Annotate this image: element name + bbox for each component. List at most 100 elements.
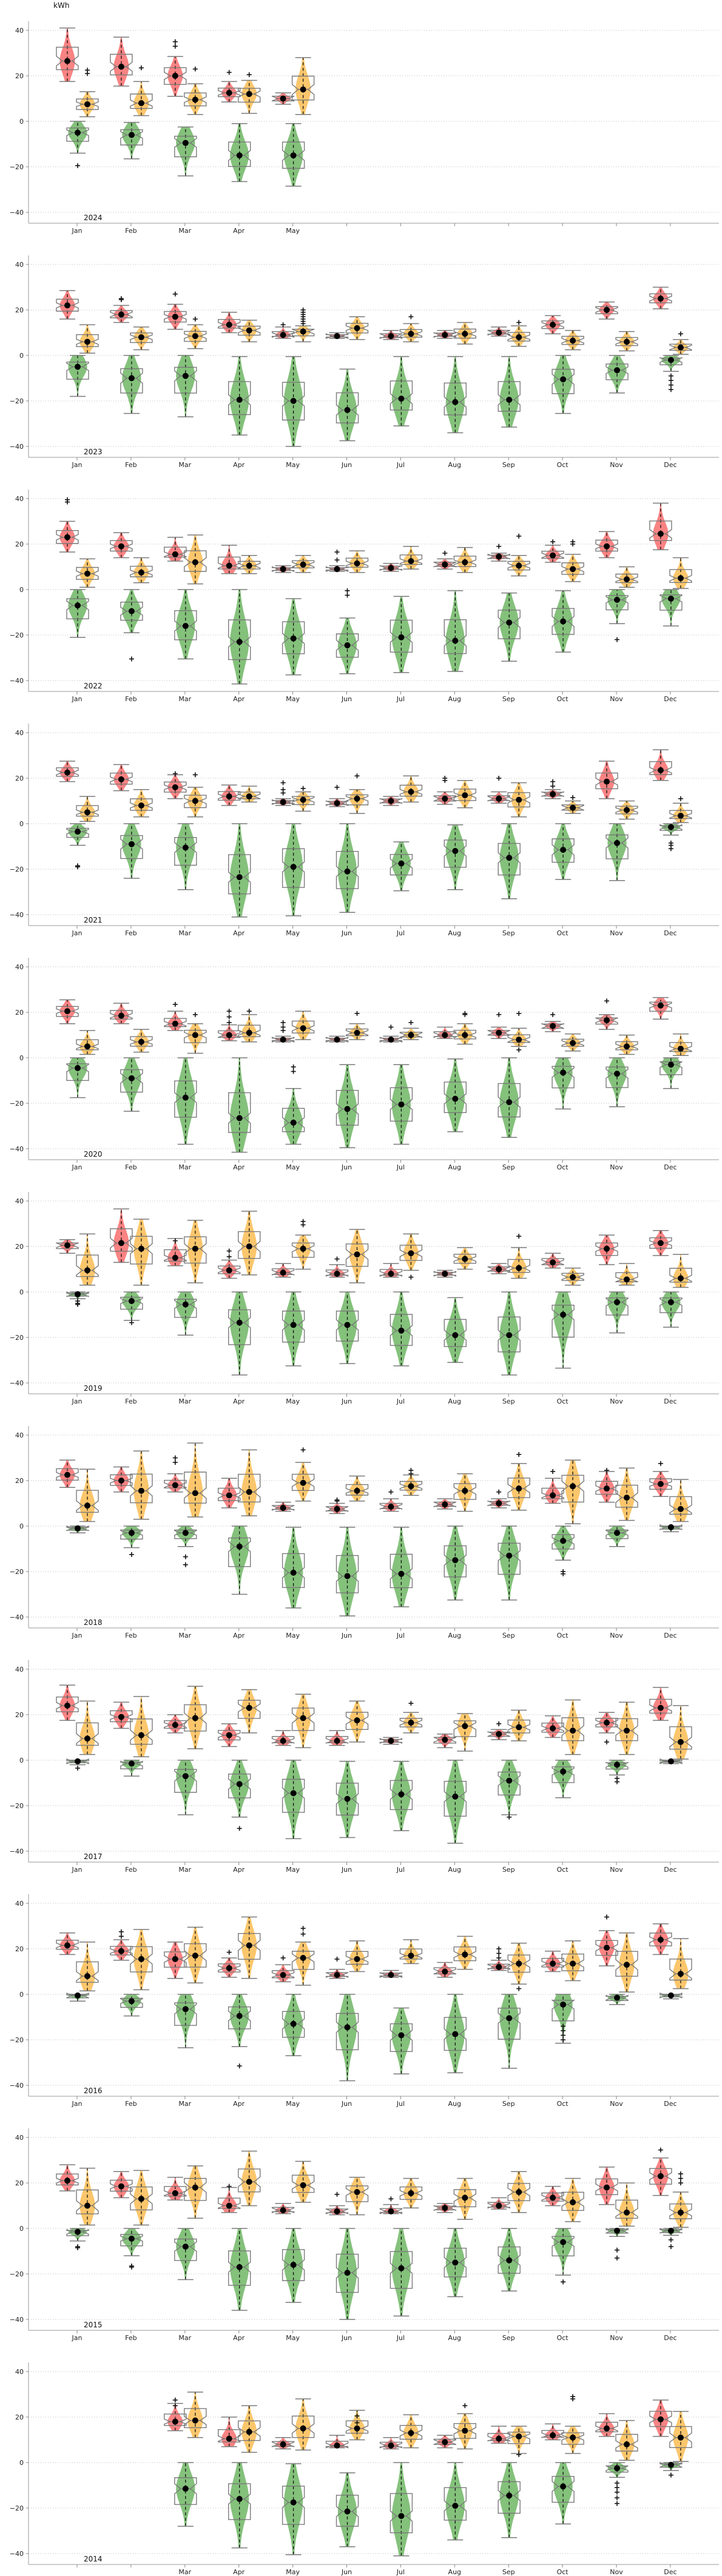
notched-boxplot [130,93,153,109]
notched-boxplot [606,2227,629,2234]
y-tick-label: 40 [15,963,24,971]
violin-orange-Aug [453,1473,476,1512]
mean-dot [236,1319,243,1326]
mean-dot [614,1071,620,1077]
violin-green-Jan [66,1992,89,2002]
notched-boxplot [336,2495,359,2527]
mean-dot [624,576,630,583]
month-label: Jun [341,2334,352,2341]
violin-green-Jan [66,1291,89,1307]
violin-orange-Jan [76,558,99,588]
violin-red-Nov [595,2167,618,2205]
month-label: Mar [178,227,191,234]
month-label: Jul [396,1632,405,1639]
notched-boxplot [110,540,133,552]
violin-orange-Oct [561,539,584,582]
notched-boxplot [291,1951,315,1970]
month-label: Jun [341,695,352,702]
year-label: 2024 [84,214,103,222]
month-label: Feb [125,695,137,702]
mean-dot [614,596,620,603]
notched-boxplot [433,2438,456,2445]
violin-orange-Dec [669,1705,692,1760]
violin-green-Sep [498,1057,521,1138]
month-label: Nov [610,1632,623,1639]
notched-boxplot [561,335,584,345]
y-tick-label: 0 [19,1757,24,1764]
month-label: Dec [664,1163,676,1171]
violin-green-Sep [498,2462,521,2538]
mean-dot [75,602,81,609]
violin-orange-Aug [453,2177,476,2220]
violin-red-Jun [325,2435,349,2449]
month-label: Nov [610,1163,623,1171]
mean-dot [172,1721,178,1728]
violin-orange-Dec [669,331,692,355]
y-tick-label: 40 [15,1197,24,1205]
violin-green-Jun [336,1994,359,2082]
mean-dot [398,1570,405,1577]
notched-boxplot [174,1769,197,1793]
mean-dot [516,2433,522,2440]
notched-boxplot [615,2433,638,2452]
mean-dot [344,2508,351,2515]
mean-dot [604,307,610,313]
mean-dot [667,1061,674,1068]
mean-dot [236,2264,243,2270]
violin-red-Sep [487,2197,510,2210]
notched-boxplot [130,2186,153,2211]
mean-dot [84,338,90,345]
violin-red-Apr [218,2416,241,2447]
notched-boxplot [174,2477,197,2505]
notched-boxplot [615,805,638,815]
notched-boxplot [379,1972,403,1978]
notched-boxplot [164,311,187,323]
violin-red-May [271,322,295,339]
mean-dot [280,799,286,805]
mean-dot [182,1773,189,1780]
notched-boxplot [238,1231,261,1259]
mean-dot [64,58,70,64]
mean-dot [128,841,135,847]
month-label: Jun [341,1866,352,1873]
violin-green-Feb [120,1760,143,1777]
mean-dot [667,1299,674,1305]
violin-green-Mar [174,1525,197,1567]
mean-dot [462,1032,468,1038]
violin-orange-Mar [184,1442,207,1518]
violin-green-Sep [498,592,521,662]
mean-dot [344,1795,351,1802]
violin-orange-Dec [669,1033,692,1056]
notched-boxplot [379,1037,403,1043]
violin-green-Sep [498,1760,521,1820]
violin-green-Feb [120,1291,143,1325]
mean-dot [442,561,448,568]
mean-dot [614,1994,620,2001]
violin-red-Jun [325,1035,349,1043]
violin-red-Jul [379,1969,403,1979]
mean-dot [128,1998,135,2005]
violin-green-Jun [336,588,359,674]
notched-boxplot [271,331,295,338]
violin-orange-Sep [507,320,530,347]
notched-boxplot [561,1038,584,1047]
mean-dot [300,1025,306,1032]
violin-green-Nov [606,2227,629,2261]
y-tick-label: 0 [19,352,24,360]
month-label: Aug [448,1163,461,1171]
month-label: Mar [178,1632,191,1639]
notched-boxplot [660,1297,683,1313]
notched-boxplot [507,1259,530,1273]
notched-boxplot [336,1783,359,1816]
month-label: Dec [664,1866,676,1873]
notched-boxplot [541,1723,564,1733]
y-tick-label: 0 [19,2225,24,2233]
y-tick-label: −40 [10,2082,24,2090]
mean-dot [496,329,502,336]
month-label: Mar [178,1163,191,1171]
mean-dot [570,337,576,344]
violin-green-Mar [174,355,197,417]
notched-boxplot [595,2178,618,2195]
notched-boxplot [76,805,99,817]
month-label: May [286,695,300,702]
